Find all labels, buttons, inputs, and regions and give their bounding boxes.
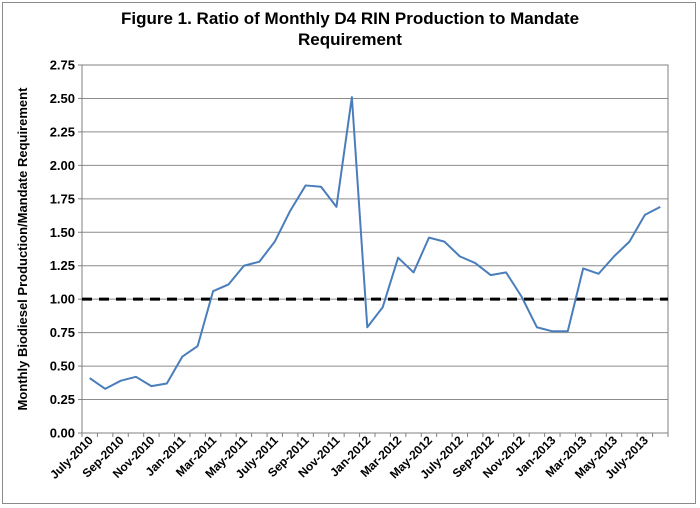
series-line: [89, 96, 661, 390]
y-tick-label: 1.50: [50, 225, 75, 240]
y-tick-label: 2.75: [50, 58, 75, 73]
chart-frame: [2, 2, 696, 504]
y-tick-label: 2.50: [50, 91, 75, 106]
y-tick-label: 1.75: [50, 191, 75, 206]
y-tick-label: 0.75: [50, 325, 75, 340]
y-tick-label: 0.50: [50, 359, 75, 374]
y-axis-title: Monthly Biodiesel Production/Mandate Req…: [15, 87, 30, 411]
y-tick-label: 2.00: [50, 158, 75, 173]
chart-title-line-1: Figure 1. Ratio of Monthly D4 RIN Produc…: [120, 9, 580, 28]
y-tick-label: 1.00: [50, 292, 75, 307]
chart-title-line-2: Requirement: [298, 30, 402, 49]
y-tick-label: 0.25: [50, 392, 75, 407]
x-axis-ticks: July-2010Sep-2010Nov-2010Jan-2011Mar-201…: [47, 433, 669, 482]
chart-title: Figure 1. Ratio of Monthly D4 RIN Produc…: [0, 8, 700, 50]
gridlines: [82, 64, 668, 401]
y-tick-label: 0.00: [50, 426, 75, 441]
y-axis-ticks: 0.00 0.25 0.50 0.75 1.00 1.25 1.50 1.75 2.00 2.25…: [50, 58, 82, 441]
y-tick-label: 2.25: [50, 124, 75, 139]
y-tick-label: 1.25: [50, 258, 75, 273]
